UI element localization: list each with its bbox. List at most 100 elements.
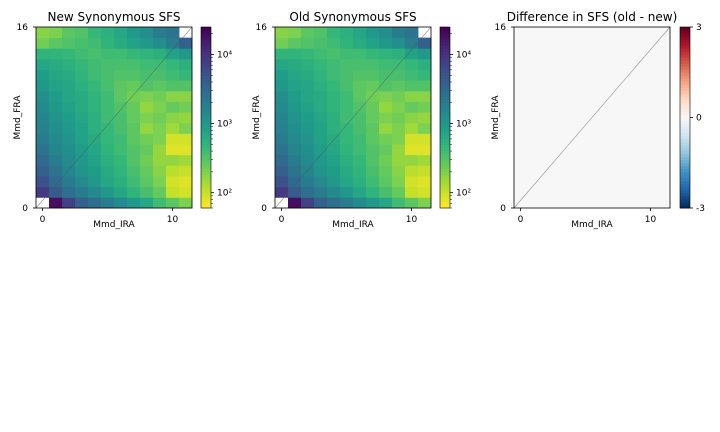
heatmap-cell — [101, 154, 115, 166]
heatmap-cell — [166, 37, 180, 49]
colorbar-segment — [201, 87, 211, 91]
colorbar-segment — [201, 186, 211, 191]
heatmap-cell — [101, 90, 115, 102]
heatmap-cell — [36, 112, 50, 124]
heatmap-cell — [49, 58, 63, 70]
chart-title: Difference in SFS (old - new) — [507, 10, 678, 24]
colorbar-segment — [440, 99, 450, 103]
colorbar-segment — [680, 63, 690, 67]
colorbar-segment — [680, 195, 690, 200]
heatmap-cell — [140, 186, 154, 198]
heatmap-cell — [179, 37, 193, 49]
colorbar-segment — [680, 183, 690, 188]
heatmap-cell — [179, 154, 193, 166]
heatmap-cell — [62, 112, 76, 124]
heatmap-cell — [301, 197, 315, 209]
heatmap-cell — [275, 133, 289, 145]
heatmap-cell — [166, 48, 180, 60]
colorbar-segment — [201, 138, 211, 143]
heatmap-cell — [75, 69, 89, 81]
x-tick-label: 10 — [406, 215, 418, 225]
colorbar-segment — [201, 165, 211, 170]
heatmap-cell — [366, 48, 380, 60]
heatmap-cell — [88, 90, 102, 102]
heatmap-cell — [327, 58, 341, 70]
colorbar-segment — [201, 114, 211, 118]
colorbar-segment — [201, 144, 211, 149]
colorbar-segment — [440, 63, 450, 67]
heatmap-cell — [179, 133, 193, 145]
colorbar-tick-label: 10⁴ — [217, 50, 232, 60]
heatmap-cell — [353, 80, 367, 92]
heatmap-cell — [392, 133, 406, 145]
heatmap-cell — [75, 122, 89, 134]
heatmap-cell — [353, 186, 367, 198]
heatmap-cell — [366, 186, 380, 198]
heatmap-cell — [62, 90, 76, 102]
heatmap-cell — [166, 122, 180, 134]
heatmap-cell — [340, 69, 354, 81]
heatmap-cell — [101, 165, 115, 177]
heatmap-cell — [418, 154, 432, 166]
heatmap-cells — [36, 27, 193, 209]
heatmap-cell — [49, 122, 63, 134]
heatmap-cell — [88, 186, 102, 198]
colorbar-segment — [680, 87, 690, 91]
heatmap-cell — [62, 154, 76, 166]
heatmap-cell — [166, 165, 180, 177]
heatmap-cell — [418, 165, 432, 177]
heatmap-cell — [301, 101, 315, 113]
heatmap-cell — [353, 48, 367, 60]
colorbar-segment — [201, 192, 211, 197]
heatmap-cell — [49, 197, 63, 209]
colorbar-segment — [201, 48, 211, 52]
heatmap-cell — [179, 90, 193, 102]
heatmap-cell — [62, 37, 76, 49]
chart-panel-1: New Synonymous SFS 0 10 0 16 Mmd_IRA Mmd_FRA 10… — [13, 10, 232, 230]
heatmap-cell — [379, 69, 393, 81]
heatmap-cell — [392, 165, 406, 177]
y-tick-label: 0 — [261, 204, 267, 214]
heatmap-cell — [153, 165, 167, 177]
heatmap-cell — [418, 80, 432, 92]
heatmap-cell — [88, 69, 102, 81]
plot-frame — [274, 26, 432, 209]
heatmap-cell — [49, 154, 63, 166]
colorbar-segment — [201, 171, 211, 176]
heatmap-cell — [127, 37, 141, 49]
heatmap-cell — [75, 176, 89, 188]
heatmap-cell — [275, 90, 289, 102]
heatmap-cell — [179, 69, 193, 81]
heatmap-cell — [275, 37, 289, 49]
colorbar-segment — [440, 36, 450, 40]
heatmap-cell — [62, 48, 76, 60]
colorbar-segment — [440, 198, 450, 203]
colorbar-segment — [201, 180, 211, 185]
x-tick-label: 0 — [40, 215, 46, 225]
colorbar-tick-label: 10³ — [217, 120, 232, 130]
colorbar-segment — [440, 102, 450, 106]
heatmap-cell — [153, 122, 167, 134]
heatmap-cell — [353, 165, 367, 177]
heatmap-cell — [153, 133, 167, 145]
colorbar: -3 0 3 — [679, 23, 705, 214]
heatmap-cell — [366, 27, 380, 39]
colorbar-segment — [440, 33, 450, 37]
colorbar-frame — [200, 26, 212, 209]
colorbar-segment — [201, 99, 211, 103]
heatmap-cell — [88, 58, 102, 70]
colorbar-segment — [440, 135, 450, 140]
heatmap-cell — [301, 80, 315, 92]
heatmap-cell — [353, 58, 367, 70]
heatmap-cell — [179, 165, 193, 177]
heatmap-cell — [327, 27, 341, 39]
heatmap-cell — [418, 133, 432, 145]
heatmap-cell — [114, 176, 128, 188]
heatmap-cell — [340, 122, 354, 134]
heatmap-cell — [327, 37, 341, 49]
colorbar-segment — [201, 63, 211, 67]
colorbar-segment — [440, 45, 450, 49]
colorbar-segment — [201, 126, 211, 131]
heatmap-cell — [140, 101, 154, 113]
heatmap-cell — [405, 122, 419, 134]
